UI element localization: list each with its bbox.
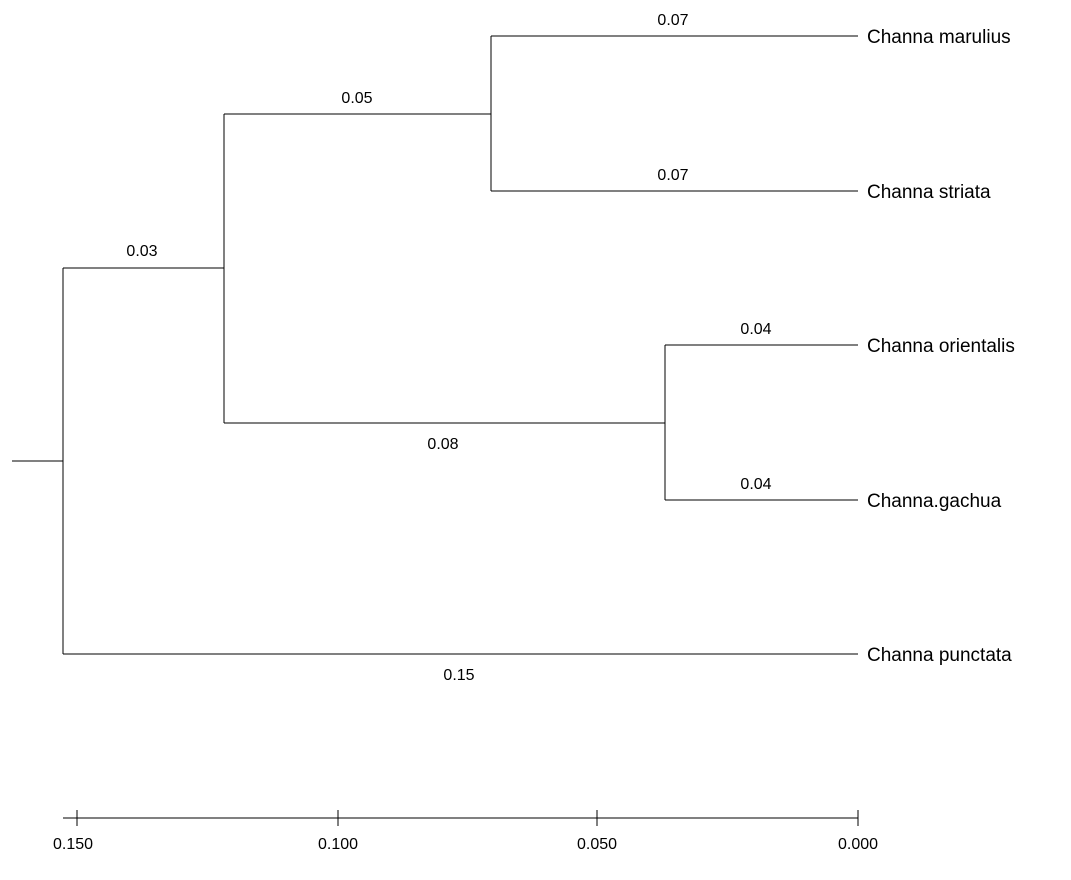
taxon-label-striata: Channa striata bbox=[867, 182, 991, 203]
taxon-label-orientalis: Channa orientalis bbox=[867, 336, 1015, 357]
branch-length-orientalis: 0.04 bbox=[740, 321, 771, 338]
branch-length-inner-to-og: 0.08 bbox=[427, 436, 458, 453]
branch-length-striata: 0.07 bbox=[657, 167, 688, 184]
scale-tick-label: 0.100 bbox=[318, 836, 358, 853]
scale-tick-label: 0.000 bbox=[838, 836, 878, 853]
branch-length-punctata: 0.15 bbox=[443, 667, 474, 684]
branch-length-gachua: 0.04 bbox=[740, 476, 771, 493]
taxon-label-punctata: Channa punctata bbox=[867, 645, 1012, 666]
scale-tick-label: 0.050 bbox=[577, 836, 617, 853]
taxon-label-gachua: Channa.gachua bbox=[867, 491, 1002, 512]
branch-length-root-to-inner: 0.03 bbox=[126, 243, 157, 260]
branch-length-marulius: 0.07 bbox=[657, 12, 688, 29]
scale-tick-label: 0.150 bbox=[53, 836, 93, 853]
taxon-label-marulius: Channa marulius bbox=[867, 27, 1011, 48]
branch-length-inner-to-ms: 0.05 bbox=[341, 90, 372, 107]
